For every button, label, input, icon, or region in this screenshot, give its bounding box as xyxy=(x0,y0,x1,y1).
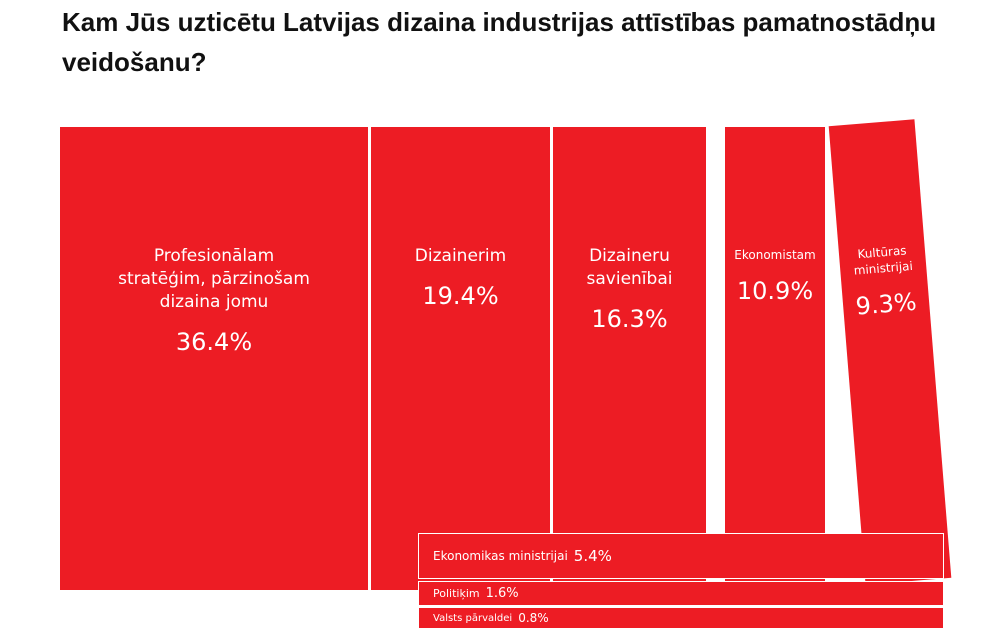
value-label: 10.9% xyxy=(736,277,814,306)
value-label: 1.6% xyxy=(485,586,519,601)
book: Valsts pārvaldei 0.8% xyxy=(418,607,944,629)
chart-title: Kam Jūs uzticētu Latvijas dizaina indust… xyxy=(62,7,937,77)
book: Dizaineru savienībai 16.3% xyxy=(553,127,706,590)
book: Ekonomistam 10.9% xyxy=(725,127,825,590)
book: Ekonomikas ministrijai 5.4% xyxy=(418,533,944,579)
book-label: Valsts pārvaldei xyxy=(433,612,513,624)
book: Profesionālam stratēģim, pārzinošam diza… xyxy=(60,127,368,590)
book-label: Ekonomistam xyxy=(734,248,816,262)
value-label: 0.8% xyxy=(518,611,549,625)
book: Dizainerim 19.4% xyxy=(371,127,550,590)
value-label: 36.4% xyxy=(175,327,253,356)
book-label: Kultūras ministrijai xyxy=(853,243,914,278)
book-label: Politiķim xyxy=(433,587,480,600)
value-label: 9.3% xyxy=(854,288,918,321)
book-label: Profesionālam stratēģim, pārzinošam diza… xyxy=(118,246,310,312)
book-label: Dizainerim xyxy=(414,246,507,266)
book: Politiķim 1.6% xyxy=(418,581,944,606)
book-label: Ekonomikas ministrijai xyxy=(433,549,568,563)
value-label: 19.4% xyxy=(422,281,499,310)
value-label: 5.4% xyxy=(573,547,612,565)
value-label: 16.3% xyxy=(591,304,668,333)
book: Kultūras ministrijai 9.3% xyxy=(828,119,952,585)
book-label: Dizaineru savienībai xyxy=(586,246,673,289)
